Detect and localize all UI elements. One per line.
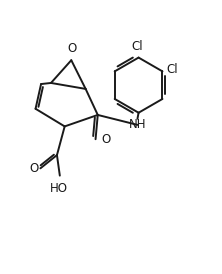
Text: Cl: Cl xyxy=(167,63,178,76)
Text: O: O xyxy=(29,162,38,175)
Text: Cl: Cl xyxy=(132,40,143,53)
Text: O: O xyxy=(68,42,77,55)
Text: O: O xyxy=(101,133,110,146)
Text: HO: HO xyxy=(50,182,68,195)
Text: NH: NH xyxy=(129,118,146,131)
